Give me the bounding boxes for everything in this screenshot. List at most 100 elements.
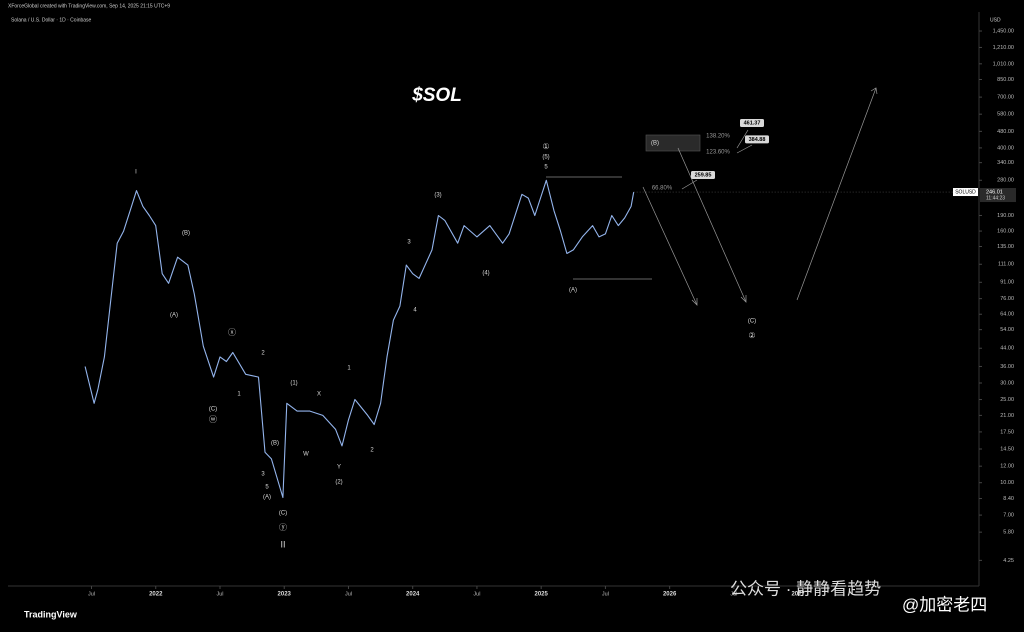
y-tick-label: 700.00 — [997, 95, 1014, 101]
wave-label: 2 — [261, 351, 265, 357]
wave-label: Y — [337, 465, 341, 471]
y-tick-label: 36.00 — [1000, 364, 1014, 370]
y-tick-label: 10.00 — [1000, 480, 1014, 486]
x-tick-label: 2026 — [663, 592, 677, 598]
y-tick-label: 400.00 — [997, 145, 1014, 151]
y-tick-label: 480.00 — [997, 129, 1014, 135]
wave-label: ① — [542, 142, 549, 151]
y-tick-label: 14.50 — [1000, 446, 1014, 452]
wave-label: 4 — [413, 308, 417, 314]
wave-label: 3 — [261, 472, 265, 478]
y-tick-label: 21.00 — [1000, 413, 1014, 419]
watermark: @加密老四 — [902, 595, 987, 614]
y-tick-label: 1,010.00 — [993, 61, 1014, 67]
wave-label: (1) — [290, 381, 297, 387]
last-price-label: 246.01 — [986, 189, 1003, 195]
wave-label: 1 — [347, 366, 351, 372]
y-tick-label: 5.80 — [1003, 530, 1014, 536]
x-tick-label: Jul — [88, 591, 95, 597]
y-tick-label: 54.00 — [1000, 327, 1014, 333]
pointer — [736, 144, 753, 154]
wave-label: (A) — [263, 495, 271, 501]
y-tick-label: 64.00 — [1000, 312, 1014, 318]
y-tick-label: 12.00 — [1000, 464, 1014, 470]
price-tag — [980, 188, 1016, 203]
arrow-head — [691, 298, 698, 306]
fib-label: 66.80% — [652, 186, 673, 192]
wave-label: (4) — [482, 271, 489, 277]
y-tick-label: 340.00 — [997, 160, 1014, 166]
wave-label: (C) — [209, 407, 217, 413]
brand: TradingView — [24, 609, 78, 619]
arrow-head — [870, 87, 878, 95]
y-tick-label: 30.00 — [1000, 380, 1014, 386]
wave-label: (B) — [182, 231, 190, 237]
fib-box — [645, 134, 701, 152]
arrow-head — [740, 295, 747, 303]
wave-label: ② — [748, 331, 755, 340]
wave-label: (C) — [279, 511, 287, 517]
y-tick-label: 91.00 — [1000, 280, 1014, 286]
projection-line — [642, 186, 698, 306]
wave-label: 1 — [237, 392, 241, 398]
x-tick-label: Jul — [216, 591, 223, 597]
wave-label: (2) — [335, 480, 342, 486]
y-tick-label: 8.40 — [1003, 496, 1014, 502]
y-tick-label: 111.00 — [998, 262, 1014, 268]
wave-label: ⓧ — [228, 328, 236, 337]
wave-label: (B) — [271, 441, 279, 447]
y-tick-label: 1,210.00 — [993, 45, 1014, 51]
y-tick-label: 1,450.00 — [993, 28, 1014, 34]
wave-label: II — [280, 539, 285, 549]
price-line — [84, 179, 635, 499]
wave-label: ⓨ — [279, 523, 287, 532]
y-tick-label: 4.25 — [1003, 558, 1014, 564]
y-tick-label: 190.00 — [997, 213, 1014, 219]
wave-label: 2 — [370, 448, 374, 454]
x-tick-label: Jul — [730, 591, 737, 597]
wave-label: 3 — [407, 240, 411, 246]
y-tick-label: 17.50 — [1000, 429, 1014, 435]
wave-label: (3) — [434, 193, 441, 199]
wave-label: (5) — [542, 155, 549, 161]
y-tick-label: 580.00 — [997, 112, 1014, 118]
level-box — [740, 118, 764, 127]
wave-label: (A) — [569, 288, 577, 294]
level-box — [745, 135, 769, 144]
fib-label: 138.20% — [706, 134, 730, 140]
wave-label: (C) — [748, 319, 756, 325]
y-tick-label: 7.00 — [1003, 513, 1014, 519]
watermark: 公众号 · 静静看趋势 — [730, 579, 881, 598]
x-tick-label: 2025 — [534, 592, 548, 598]
symbol-tag — [953, 188, 978, 197]
currency: USD — [990, 17, 1001, 23]
wave-label: I — [135, 170, 137, 176]
wave-label: ⓦ — [209, 415, 217, 424]
level-box — [691, 171, 715, 180]
projection-line — [677, 147, 747, 303]
level-label: 259.85 — [695, 173, 712, 179]
annotations: I (B) (A) ⓧ 2 1 (C) ⓦ (B) 3 5 (A) (C) ⓨ … — [135, 134, 756, 550]
y-tick-label: 850.00 — [997, 77, 1014, 83]
chart-title: $SOL — [411, 85, 462, 106]
fib-label: 123.60% — [706, 150, 730, 156]
level-label: 461.37 — [744, 120, 761, 126]
wave-label: 5 — [265, 485, 269, 491]
projection-line — [796, 87, 877, 301]
header: XForceGlobal created with TradingView.co… — [8, 3, 170, 9]
x-tick-label: 2022 — [149, 592, 163, 598]
x-tick-label: Jul — [602, 591, 609, 597]
x-tick-label: Jul — [473, 591, 480, 597]
y-tick-label: 25.00 — [1000, 397, 1014, 403]
wave-label: (A) — [170, 313, 178, 319]
y-tick-label: 135.00 — [997, 244, 1014, 250]
y-tick-label: 76.00 — [1000, 296, 1014, 302]
wave-label: W — [303, 452, 309, 458]
projection — [642, 87, 878, 306]
y-tick-label: 280.00 — [997, 178, 1014, 184]
pointer — [736, 129, 749, 149]
wave-label: X — [317, 392, 321, 398]
subtitle: Solana / U.S. Dollar · 1D · Coinbase — [11, 17, 92, 23]
